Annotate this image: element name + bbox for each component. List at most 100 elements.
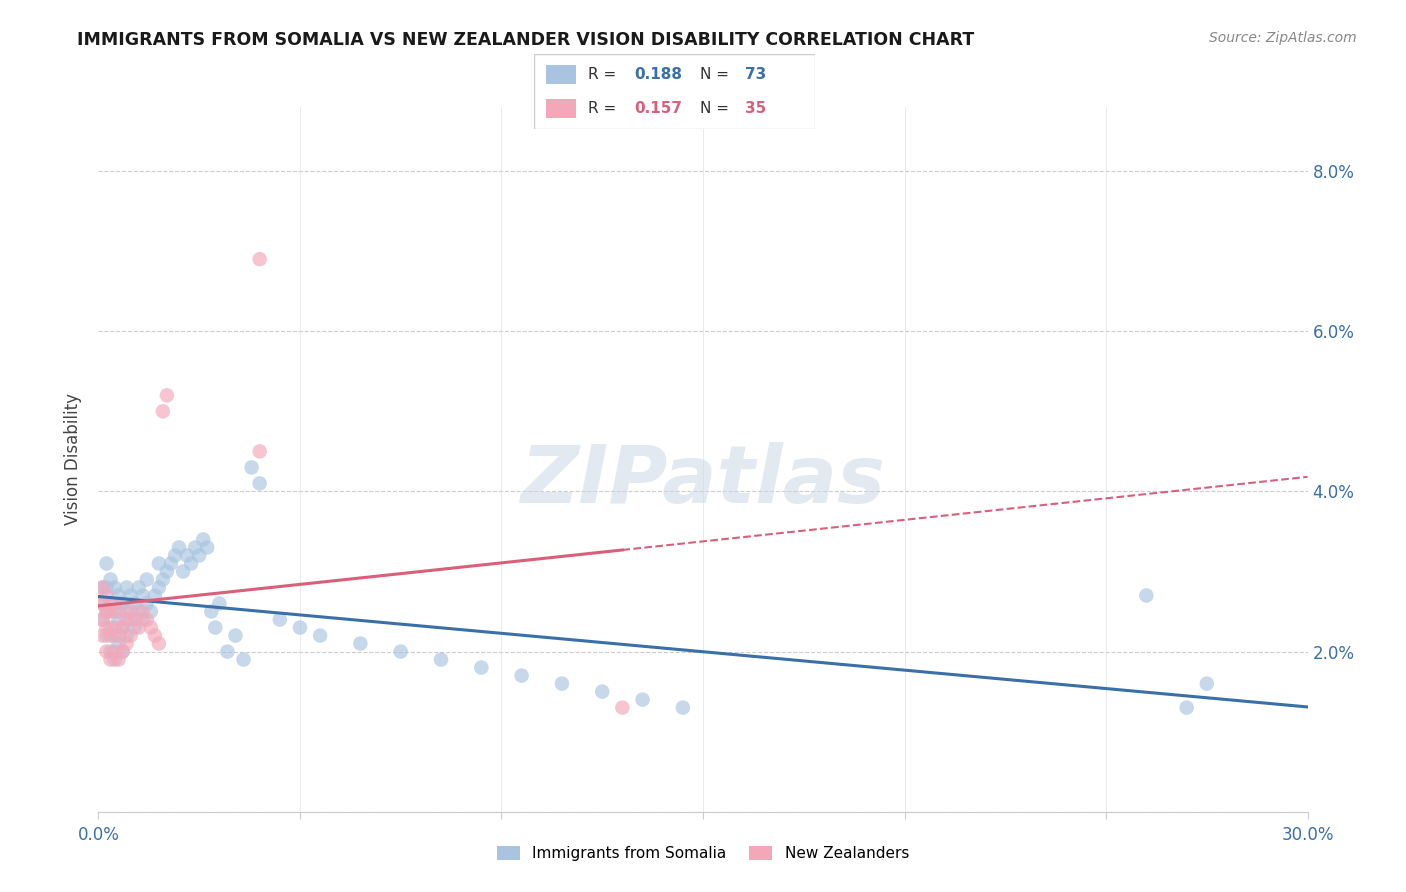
Point xyxy=(240,460,263,475)
Point xyxy=(124,597,146,611)
Point xyxy=(591,684,613,698)
Point xyxy=(100,597,122,611)
Point xyxy=(103,628,125,642)
Point xyxy=(249,444,271,458)
Point xyxy=(91,613,114,627)
Point xyxy=(167,541,190,555)
Point xyxy=(612,700,634,714)
Text: R =: R = xyxy=(588,101,621,116)
Point xyxy=(193,533,215,547)
Point xyxy=(115,628,138,642)
Point xyxy=(184,541,207,555)
Point xyxy=(135,597,157,611)
Point xyxy=(111,644,134,658)
Text: ZIPatlas: ZIPatlas xyxy=(520,442,886,519)
Point xyxy=(107,652,129,666)
Point xyxy=(107,636,129,650)
Bar xyxy=(546,65,576,84)
Point xyxy=(96,581,118,595)
Point xyxy=(100,621,122,635)
Point xyxy=(232,652,254,666)
Point xyxy=(200,605,222,619)
Point xyxy=(288,621,311,635)
Point xyxy=(1135,589,1157,603)
Point xyxy=(224,628,246,642)
Point xyxy=(91,597,114,611)
Point xyxy=(204,621,226,635)
Text: 73: 73 xyxy=(745,67,766,82)
Bar xyxy=(546,99,576,118)
Point xyxy=(163,549,186,563)
Text: R =: R = xyxy=(588,67,621,82)
Point xyxy=(195,541,218,555)
Point xyxy=(120,605,142,619)
Point xyxy=(128,621,150,635)
Point xyxy=(135,613,157,627)
Point xyxy=(470,660,492,674)
Point xyxy=(180,557,202,571)
Point xyxy=(349,636,371,650)
Point xyxy=(100,605,122,619)
Point xyxy=(120,589,142,603)
Point xyxy=(160,557,183,571)
Point xyxy=(100,652,122,666)
Point xyxy=(115,636,138,650)
FancyBboxPatch shape xyxy=(534,54,815,129)
Point xyxy=(96,557,118,571)
Text: 0.188: 0.188 xyxy=(634,67,682,82)
Point xyxy=(111,644,134,658)
Point xyxy=(510,668,533,682)
Point xyxy=(111,621,134,635)
Point xyxy=(148,636,170,650)
Point xyxy=(96,589,118,603)
Text: 0.157: 0.157 xyxy=(634,101,682,116)
Point xyxy=(139,605,162,619)
Point xyxy=(91,581,114,595)
Point xyxy=(103,621,125,635)
Legend: Immigrants from Somalia, New Zealanders: Immigrants from Somalia, New Zealanders xyxy=(491,840,915,868)
Point xyxy=(96,644,118,658)
Point xyxy=(115,605,138,619)
Text: Source: ZipAtlas.com: Source: ZipAtlas.com xyxy=(1209,31,1357,45)
Point xyxy=(135,573,157,587)
Point xyxy=(139,621,162,635)
Point xyxy=(103,597,125,611)
Point xyxy=(132,605,155,619)
Point xyxy=(100,644,122,658)
Point xyxy=(96,605,118,619)
Text: N =: N = xyxy=(700,67,734,82)
Point xyxy=(217,644,239,658)
Point xyxy=(152,573,174,587)
Point xyxy=(96,621,118,635)
Point xyxy=(152,404,174,418)
Point xyxy=(103,652,125,666)
Point xyxy=(208,597,231,611)
Point xyxy=(107,605,129,619)
Text: IMMIGRANTS FROM SOMALIA VS NEW ZEALANDER VISION DISABILITY CORRELATION CHART: IMMIGRANTS FROM SOMALIA VS NEW ZEALANDER… xyxy=(77,31,974,49)
Point xyxy=(91,581,114,595)
Y-axis label: Vision Disability: Vision Disability xyxy=(65,393,83,525)
Point xyxy=(148,581,170,595)
Point xyxy=(91,613,114,627)
Point xyxy=(128,581,150,595)
Point xyxy=(124,621,146,635)
Point xyxy=(103,605,125,619)
Point xyxy=(309,628,332,642)
Point xyxy=(124,613,146,627)
Point xyxy=(120,613,142,627)
Point xyxy=(672,700,695,714)
Point xyxy=(551,676,574,690)
Point xyxy=(100,573,122,587)
Point xyxy=(107,589,129,603)
Point xyxy=(103,581,125,595)
Point xyxy=(249,252,271,267)
Point xyxy=(103,644,125,658)
Point xyxy=(111,621,134,635)
Point xyxy=(128,605,150,619)
Text: N =: N = xyxy=(700,101,734,116)
Point xyxy=(91,597,114,611)
Point xyxy=(188,549,211,563)
Text: 35: 35 xyxy=(745,101,766,116)
Point xyxy=(91,628,114,642)
Point xyxy=(631,692,654,706)
